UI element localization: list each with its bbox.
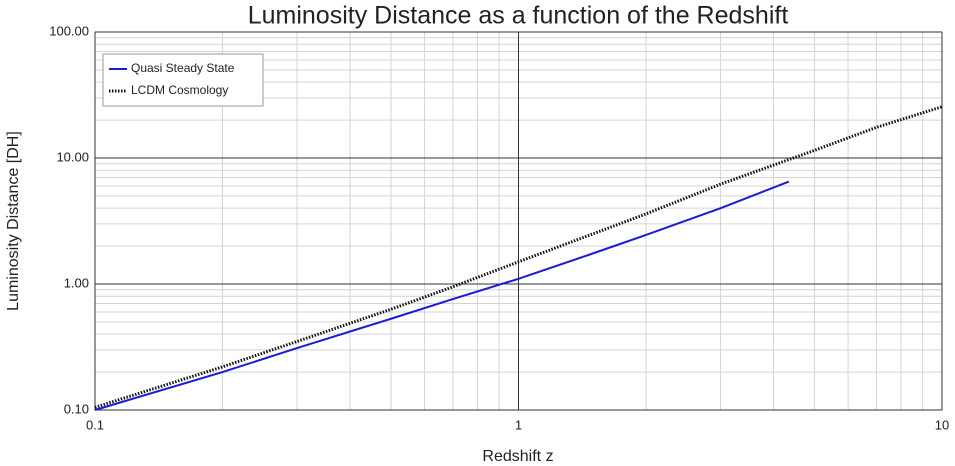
legend-text: Quasi Steady State	[131, 61, 235, 75]
x-tick-label: 10	[935, 417, 949, 432]
legend-text: LCDM Cosmology	[131, 83, 228, 97]
series-line	[94, 180, 790, 411]
series-line	[94, 105, 943, 409]
y-tick-label: 10.00	[56, 149, 89, 164]
x-tick-label: 1	[515, 417, 522, 432]
x-axis-label: Redshift z	[482, 448, 553, 465]
y-tick-label: 100.00	[49, 23, 89, 38]
y-tick-label: 0.10	[64, 401, 89, 416]
y-tick-label: 1.00	[64, 275, 89, 290]
x-tick-label: 0.1	[86, 417, 104, 432]
legend-box	[102, 53, 264, 107]
y-axis-label: Luminosity Distance [DH]	[5, 131, 22, 311]
chart-title: Luminosity Distance as a function of the…	[248, 2, 789, 30]
